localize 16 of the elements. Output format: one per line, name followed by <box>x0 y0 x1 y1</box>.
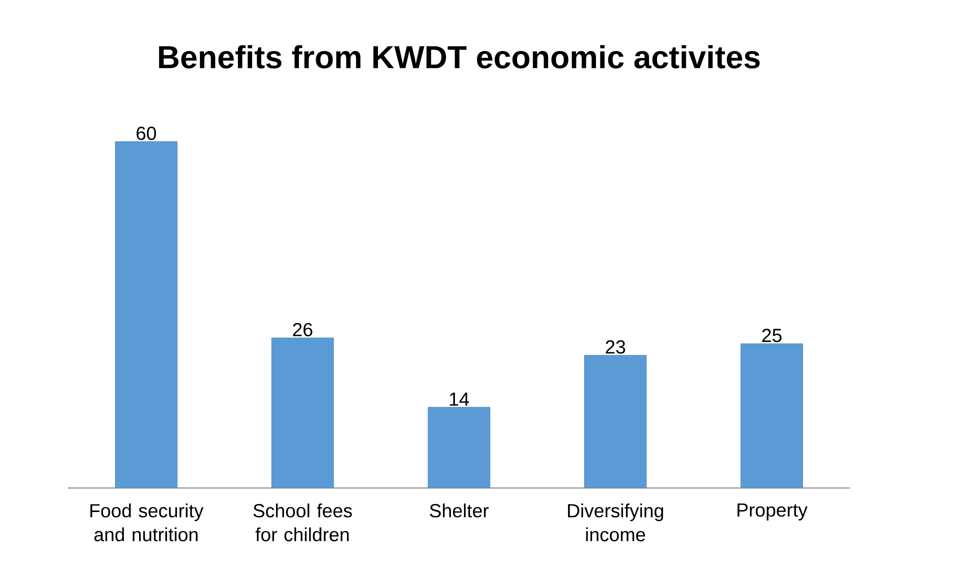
data-label: 14 <box>450 392 469 406</box>
bar <box>740 343 804 488</box>
x-tick-label: School fees for children <box>253 504 352 542</box>
bar <box>428 406 490 488</box>
data-label: 60 <box>136 126 156 140</box>
data-label: 25 <box>762 328 782 342</box>
x-tick-label: Diversifying income <box>568 504 664 542</box>
x-tick-label: Property <box>738 504 808 520</box>
bar <box>271 338 334 488</box>
x-tick-label: Shelter <box>430 504 489 518</box>
data-label: 26 <box>293 322 312 336</box>
bar <box>115 141 178 488</box>
bar <box>584 354 647 488</box>
chart-title: Benefits from KWDT economic activites <box>159 45 760 68</box>
x-tick-label: Food security and nutrition <box>90 504 204 542</box>
data-label: 23 <box>606 340 626 354</box>
